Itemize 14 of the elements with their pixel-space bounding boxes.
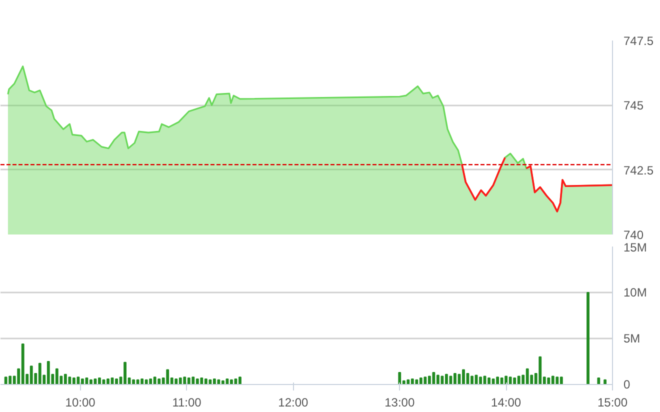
y-tick-label: 740 xyxy=(624,228,644,242)
x-tick-label: 11:00 xyxy=(172,396,202,410)
y-tick-label: 745 xyxy=(624,98,644,113)
y-tick-label: 15M xyxy=(624,240,647,254)
y-tick-label: 10M xyxy=(624,286,647,300)
y-tick-label: 5M xyxy=(624,332,640,346)
x-tick-label: 10:00 xyxy=(65,396,96,410)
x-tick-label: 13:00 xyxy=(384,396,415,410)
y-tick-label: 747.5 xyxy=(624,34,654,48)
y-tick-label: 0 xyxy=(624,378,630,392)
x-tick-label: 15:00 xyxy=(597,396,628,410)
x-tick-label: 14:00 xyxy=(491,396,522,410)
y-tick-label: 742.5 xyxy=(624,163,654,178)
x-tick-label: 12:00 xyxy=(278,396,309,410)
